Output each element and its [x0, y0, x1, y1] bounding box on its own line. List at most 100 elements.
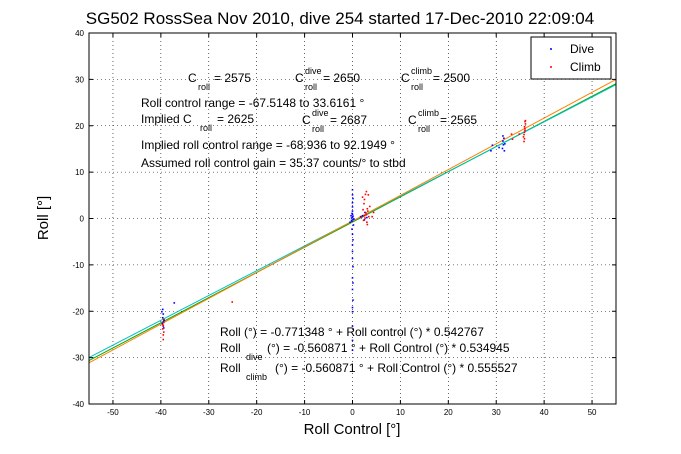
x-tick-label: -10 — [299, 408, 311, 417]
fit-dive-sub: dive — [246, 352, 263, 362]
point-climb — [162, 334, 165, 336]
x-tick-label: 10 — [396, 408, 405, 417]
point-dive — [351, 288, 354, 291]
point-dive — [351, 310, 354, 313]
point-climb — [523, 133, 525, 136]
point-climb — [231, 301, 234, 303]
point-climb — [371, 215, 373, 218]
x-tick-label: -40 — [155, 408, 167, 417]
point-climb — [366, 207, 369, 210]
point-climb — [162, 338, 165, 341]
point-dive — [498, 146, 500, 149]
annotation-implied-c-roll: Implied C roll = 2625 — [141, 112, 254, 133]
c-roll-climb-symbol: C — [401, 71, 410, 85]
annotations: C roll = 2575 C dive roll = 2650 C climb… — [141, 66, 518, 382]
point-dive — [502, 135, 504, 137]
c-roll-climb-sup: climb — [411, 66, 432, 76]
point-dive — [352, 197, 354, 200]
point-dive — [353, 218, 355, 220]
implied-c-roll-climb-symbol: C — [408, 113, 417, 127]
point-dive — [351, 233, 354, 236]
point-dive — [350, 214, 352, 217]
fit-climb-main: Roll — [220, 361, 241, 375]
point-dive — [352, 218, 354, 221]
point-dive — [502, 140, 504, 142]
point-dive — [359, 215, 362, 218]
y-tick-label: 40 — [75, 29, 84, 38]
point-dive — [351, 194, 354, 196]
point-dive — [366, 216, 368, 219]
legend-marker-climb — [550, 66, 552, 68]
point-climb — [524, 123, 527, 125]
point-climb — [365, 212, 367, 214]
point-climb — [523, 140, 525, 143]
point-climb — [518, 133, 521, 135]
point-climb — [362, 219, 365, 222]
point-dive — [352, 299, 354, 301]
data-points — [161, 119, 527, 352]
point-climb — [365, 213, 368, 216]
x-tick-label: -20 — [251, 408, 263, 417]
point-dive — [351, 244, 354, 246]
point-climb — [161, 328, 164, 330]
chart-title: SG502 RossSea Nov 2010, dive 254 started… — [86, 9, 594, 28]
legend-label-dive: Dive — [570, 42, 594, 56]
point-dive — [352, 224, 355, 226]
point-dive — [490, 149, 492, 152]
point-dive — [361, 214, 364, 217]
legend-box — [530, 36, 612, 80]
x-tick-label: -30 — [203, 408, 215, 417]
point-climb — [363, 198, 366, 201]
implied-c-roll-dive-sub: roll — [312, 124, 324, 134]
point-dive — [162, 320, 165, 322]
point-dive — [352, 282, 354, 284]
axes-background — [89, 33, 616, 404]
x-tick-label: 0 — [350, 408, 355, 417]
point-climb — [361, 196, 364, 198]
point-dive — [351, 201, 354, 204]
point-climb — [524, 119, 527, 122]
implied-c-roll-climb-sup: climb — [418, 108, 439, 118]
point-dive — [351, 213, 354, 216]
point-dive — [502, 143, 505, 146]
legend-marker-dive — [550, 48, 552, 50]
fit-dive-equation: Roll dive (°) = -0.560871 ° + Roll Contr… — [220, 341, 510, 362]
implied-c-roll-climb-value: = 2565 — [440, 113, 477, 127]
y-axis-label: Roll [°] — [35, 196, 52, 240]
fit-climb-rest: (°) = -0.560871 ° + Roll Control (°) * 0… — [275, 361, 518, 375]
annotation-implied-c-roll-dive: C dive roll = 2687 — [302, 108, 367, 134]
implied-c-roll-prefix: Implied C — [141, 112, 192, 126]
y-tick-label: -10 — [72, 261, 84, 270]
c-roll-symbol: C — [188, 71, 197, 85]
point-dive — [162, 313, 165, 315]
point-dive — [351, 257, 354, 260]
legend: Dive Climb — [530, 36, 612, 80]
point-dive — [503, 149, 506, 152]
fit-climb-sub: climb — [246, 372, 267, 382]
annotation-implied-c-roll-climb: C climb roll = 2565 — [408, 108, 477, 134]
point-climb — [366, 223, 369, 226]
point-dive — [351, 277, 354, 279]
point-climb — [368, 205, 371, 208]
point-dive — [351, 206, 354, 208]
point-dive — [161, 316, 164, 319]
point-climb — [523, 125, 526, 128]
point-dive — [363, 219, 366, 221]
point-climb — [367, 210, 369, 212]
fit-dive-main: Roll — [220, 341, 241, 355]
point-dive — [351, 349, 354, 352]
y-tick-label: 30 — [75, 75, 84, 84]
point-dive — [351, 220, 353, 223]
point-climb — [364, 193, 367, 196]
point-dive — [351, 250, 354, 253]
point-climb — [162, 324, 165, 327]
legend-label-climb: Climb — [570, 60, 601, 74]
y-tick-label: -20 — [72, 307, 84, 316]
point-climb — [360, 216, 363, 218]
point-dive — [351, 228, 353, 230]
c-roll-sub: roll — [198, 82, 210, 92]
point-dive — [351, 188, 354, 191]
c-roll-climb-value: = 2500 — [433, 71, 470, 85]
x-tick-label: 30 — [492, 408, 501, 417]
